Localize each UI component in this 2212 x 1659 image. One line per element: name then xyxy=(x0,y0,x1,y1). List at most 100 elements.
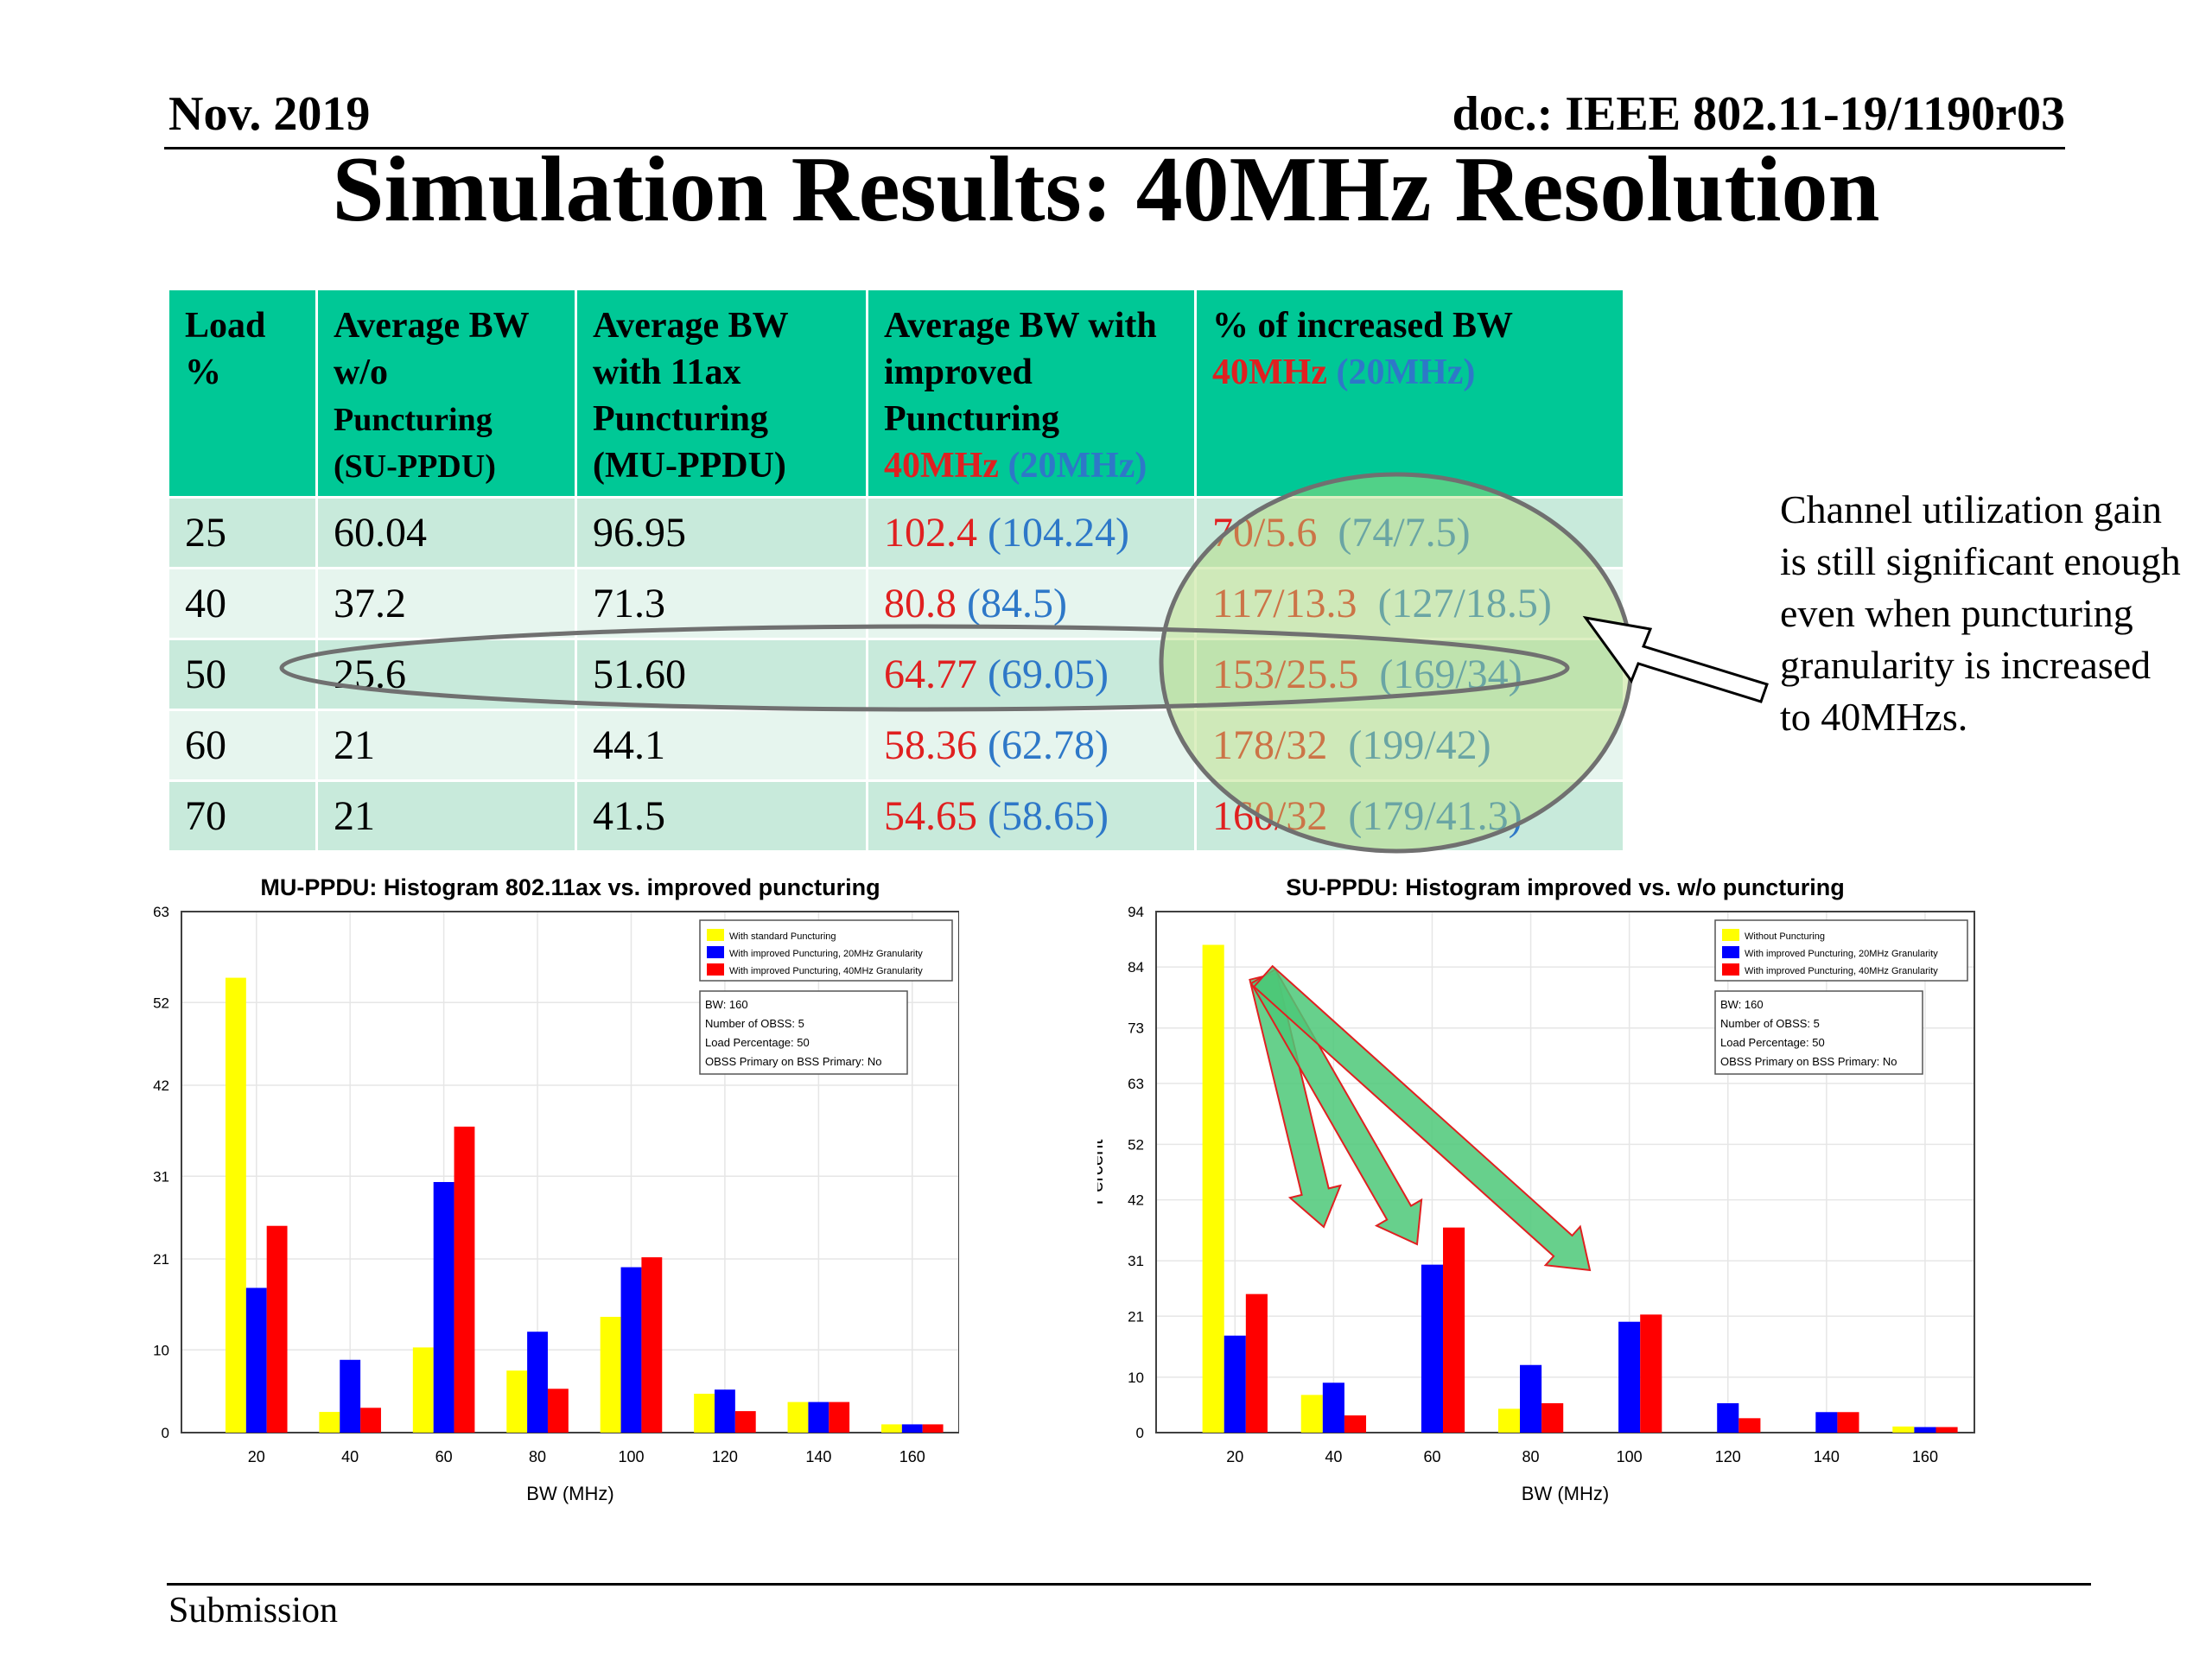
header-avg-improved: Average BW with improved Puncturing 40MHz… xyxy=(866,288,1197,499)
bar-80-series-2 xyxy=(1520,1364,1542,1433)
cell-pct-increase: 160/32 (179/41.3) xyxy=(1194,779,1625,853)
y-tick-label: 31 xyxy=(153,1168,169,1185)
info-box-line: OBSS Primary on BSS Primary: No xyxy=(1720,1055,1897,1068)
x-tick-label: 60 xyxy=(435,1448,453,1465)
x-tick-label: 80 xyxy=(1522,1448,1540,1465)
bar-20-series-1 xyxy=(1202,944,1224,1433)
bar-40-series-3 xyxy=(1344,1415,1367,1433)
bar-80-series-1 xyxy=(506,1370,528,1433)
bar-20-series-3 xyxy=(266,1225,288,1433)
legend-swatch xyxy=(707,946,724,958)
legend-swatch xyxy=(707,929,724,941)
legend-box xyxy=(1714,919,1968,982)
info-box-line: BW: 160 xyxy=(705,998,748,1011)
cell-avg-11ax-ax: 44.1 xyxy=(593,722,665,768)
bar-120-series-1 xyxy=(694,1394,715,1433)
x-tick-label: 60 xyxy=(1423,1448,1440,1465)
x-tick-label: 100 xyxy=(618,1448,644,1465)
cell-pct-increase-pct20: (74/7.5) xyxy=(1338,510,1471,556)
bar-140-series-2 xyxy=(808,1402,830,1433)
legend-swatch xyxy=(707,963,724,976)
chart-mu-ppdu-svg: MU-PPDU: Histogram 802.11ax vs. improved… xyxy=(111,864,960,1521)
cell-avg-improved-imp20: (104.24) xyxy=(988,510,1129,556)
cell-pct-increase-pct40: 117/13.3 xyxy=(1212,581,1357,626)
y-tick-label: 10 xyxy=(153,1342,169,1358)
x-tick-label: 40 xyxy=(341,1448,359,1465)
chart-su-ppdu-svg: SU-PPDU: Histogram improved vs. w/o punc… xyxy=(1085,864,2005,1521)
legend-entry: Without Puncturing xyxy=(1745,931,1825,942)
y-tick-label: 31 xyxy=(1128,1253,1144,1269)
y-tick-label: 21 xyxy=(153,1251,169,1268)
bar-140-series-1 xyxy=(787,1402,809,1433)
cell-pct-increase: 178/32 (199/42) xyxy=(1194,709,1625,782)
header-pct-increase: % of increased BW 40MHz (20MHz) xyxy=(1194,288,1625,499)
cell-load-load: 50 xyxy=(185,652,226,697)
y-tick-label: 10 xyxy=(1128,1370,1144,1386)
bar-120-series-3 xyxy=(1738,1418,1761,1433)
bar-20-series-3 xyxy=(1245,1294,1268,1433)
cell-avg-wo: 21 xyxy=(315,779,577,853)
cell-pct-increase-pct40: 153/25.5 xyxy=(1212,652,1359,697)
bar-160-series-3 xyxy=(1936,1427,1958,1433)
bar-140-series-3 xyxy=(1837,1412,1859,1433)
bar-80-series-3 xyxy=(547,1389,569,1433)
cell-avg-improved-imp20: (84.5) xyxy=(967,581,1067,626)
bar-100-series-2 xyxy=(620,1267,642,1433)
cell-avg-wo: 21 xyxy=(315,709,577,782)
bar-160-series-2 xyxy=(901,1424,923,1433)
cell-pct-increase: 117/13.3 (127/18.5) xyxy=(1194,567,1625,640)
results-table: Load % Average BW w/o Puncturing (SU-PPDU… xyxy=(167,288,1625,853)
bar-100-series-2 xyxy=(1618,1321,1641,1433)
bar-120-series-2 xyxy=(714,1389,735,1433)
plot-frame xyxy=(1155,911,1975,1433)
cell-avg-wo: 25.6 xyxy=(315,638,577,711)
x-tick-label: 160 xyxy=(1912,1448,1938,1465)
cell-pct-increase-pct20: (179/41.3) xyxy=(1348,793,1522,839)
bar-20-series-2 xyxy=(245,1287,267,1433)
header-avg-improved-40: 40MHz xyxy=(884,446,999,486)
cell-load-load: 60 xyxy=(185,722,226,768)
footer-submission: Submission xyxy=(168,1591,339,1630)
cell-pct-increase: 70/5.6 (74/7.5) xyxy=(1194,496,1625,569)
cell-avg-11ax-ax: 41.5 xyxy=(593,793,665,839)
cell-avg-11ax: 41.5 xyxy=(575,779,868,853)
cell-avg-improved-imp40: 64.77 xyxy=(884,652,977,697)
bar-120-series-3 xyxy=(734,1411,756,1433)
cell-avg-11ax-ax: 71.3 xyxy=(593,581,665,626)
cell-pct-increase-pct20: (199/42) xyxy=(1348,722,1491,768)
bar-40-series-2 xyxy=(1322,1382,1344,1433)
bar-140-series-3 xyxy=(829,1402,850,1433)
x-tick-label: 160 xyxy=(899,1448,925,1465)
cell-avg-wo: 37.2 xyxy=(315,567,577,640)
header-avg-wo-sub: Puncturing (SU-PPDU) xyxy=(334,402,496,485)
x-tick-label: 40 xyxy=(1325,1448,1342,1465)
header-pct-40: 40MHz xyxy=(1212,353,1327,392)
bar-160-series-1 xyxy=(881,1424,902,1433)
cell-avg-improved-imp20: (58.65) xyxy=(988,793,1109,839)
cell-load-load: 40 xyxy=(185,581,226,626)
cell-avg-11ax-ax: 96.95 xyxy=(593,510,686,556)
legend-entry: With improved Puncturing, 40MHz Granular… xyxy=(1745,966,1938,976)
y-tick-label: 42 xyxy=(153,1077,169,1094)
legend-entry: With standard Puncturing xyxy=(729,931,836,942)
y-tick-label: 0 xyxy=(162,1425,169,1441)
cell-avg-improved: 54.65 (58.65) xyxy=(866,779,1197,853)
bar-40-series-1 xyxy=(319,1412,340,1433)
table-row: 70 21 41.5 54.65 (58.65) 160/32 (179/41.3) xyxy=(167,779,1625,853)
slide-title: Simulation Results: 40MHz Resolution xyxy=(332,138,1880,241)
header-pct-20: (20MHz) xyxy=(1336,353,1476,392)
cell-avg-11ax: 44.1 xyxy=(575,709,868,782)
header-date: Nov. 2019 xyxy=(168,87,371,141)
legend-swatch xyxy=(1722,963,1739,976)
cell-avg-wo: 60.04 xyxy=(315,496,577,569)
cell-avg-11ax: 96.95 xyxy=(575,496,868,569)
cell-avg-improved: 64.77 (69.05) xyxy=(866,638,1197,711)
cell-pct-increase-pct40: 70/5.6 xyxy=(1212,510,1318,556)
y-tick-label: 73 xyxy=(1128,1020,1144,1037)
info-box-line: Load Percentage: 50 xyxy=(705,1036,810,1049)
cell-avg-improved-imp20: (69.05) xyxy=(988,652,1109,697)
chart-title: MU-PPDU: Histogram 802.11ax vs. improved… xyxy=(260,874,880,900)
header-avg-improved-20: (20MHz) xyxy=(1007,446,1147,486)
bar-120-series-2 xyxy=(1717,1403,1739,1433)
annotation-note: Channel utilization gain is still signif… xyxy=(1780,487,2181,739)
